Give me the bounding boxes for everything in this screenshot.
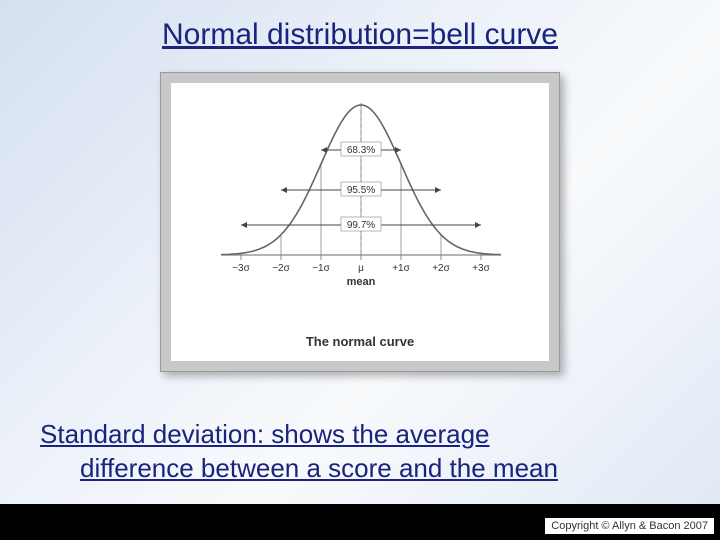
svg-text:μ: μ — [358, 263, 364, 274]
svg-text:+3σ: +3σ — [472, 263, 490, 274]
svg-text:−3σ: −3σ — [232, 263, 250, 274]
figure-frame: 68.3% 95.5% 99.7% −3σ −2σ −1σ μ +1σ +2σ +3σ mean T… — [160, 72, 560, 372]
svg-text:+1σ: +1σ — [392, 263, 410, 274]
svg-text:99.7%: 99.7% — [347, 220, 375, 231]
copyright-text: Copyright © Allyn & Bacon 2007 — [545, 518, 714, 534]
svg-text:+2σ: +2σ — [432, 263, 450, 274]
slide-title: Normal distribution=bell curve — [0, 0, 720, 52]
svg-text:95.5%: 95.5% — [347, 185, 375, 196]
svg-text:mean: mean — [347, 276, 376, 285]
body-line-1: Standard deviation: shows the average — [40, 418, 558, 452]
figure-caption: The normal curve — [171, 334, 549, 349]
figure-panel: 68.3% 95.5% 99.7% −3σ −2σ −1σ μ +1σ +2σ +3σ mean T… — [171, 83, 549, 361]
svg-text:68.3%: 68.3% — [347, 145, 375, 156]
normal-curve-chart: 68.3% 95.5% 99.7% −3σ −2σ −1σ μ +1σ +2σ +3σ mean — [201, 95, 519, 285]
svg-text:−2σ: −2σ — [272, 263, 290, 274]
body-text: Standard deviation: shows the average di… — [40, 418, 558, 486]
svg-text:−1σ: −1σ — [312, 263, 330, 274]
body-line-2: difference between a score and the mean — [40, 452, 558, 486]
